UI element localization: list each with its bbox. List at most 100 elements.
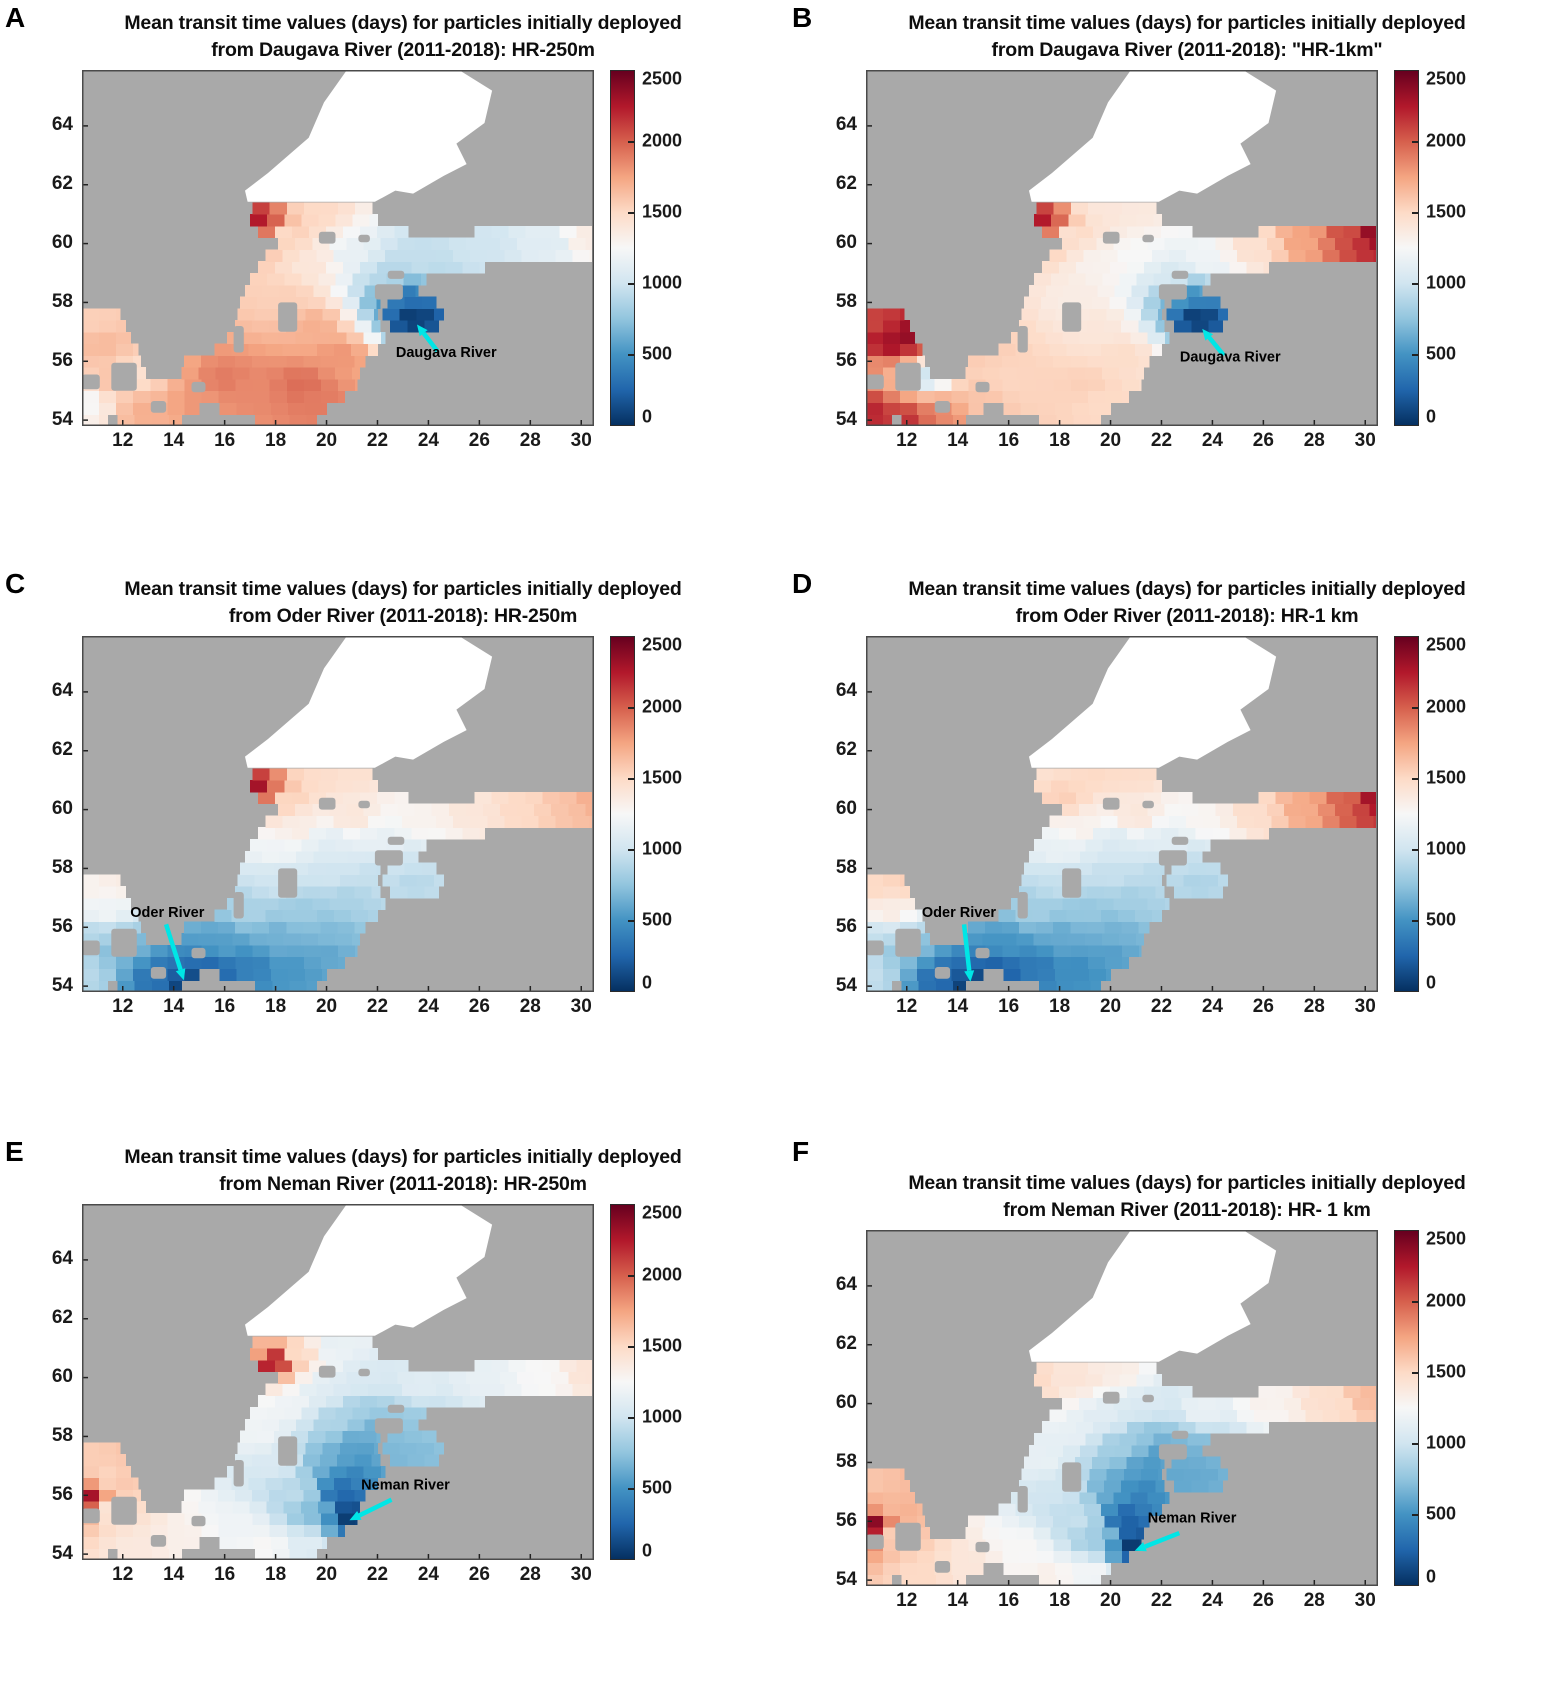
- colorbar-tick-label: 1000: [642, 272, 683, 293]
- river-annotation-arrowhead: [964, 969, 975, 982]
- plot-area: Neman River 12 14 16 18 20 22 24 26 28 30: [82, 1203, 594, 1590]
- panel-title-line1: Mean transit time values (days) for part…: [124, 578, 682, 600]
- colorbar-tick-mark: [1412, 849, 1418, 852]
- panel-title-line1: Mean transit time values (days) for part…: [908, 1172, 1466, 1194]
- colorbar-tick-label: 1500: [642, 767, 683, 788]
- y-tick-label: 58: [835, 1451, 857, 1473]
- y-tick-label: 54: [835, 1568, 857, 1590]
- x-tick-label: 22: [366, 995, 389, 1017]
- x-axis-tick-labels: 12 14 16 18 20 22 24 26 28 30: [866, 426, 1378, 456]
- colorbar-tick-mark: [1412, 140, 1418, 143]
- plot-area: Daugava River 12 14 16 18 20 22 24 26 28 30: [82, 69, 594, 456]
- baltic-map: Oder River: [82, 635, 594, 992]
- colorbar-tick-label: 1000: [1426, 272, 1467, 293]
- colorbar-tick-mark: [628, 1488, 634, 1491]
- panel-letter: A: [5, 2, 26, 33]
- panel-d: D Mean transit time values (days) for pa…: [784, 566, 1568, 1134]
- colorbar-tick-labels: 0 500 1000 1500 2000 2500: [640, 68, 704, 427]
- x-tick-label: 30: [1354, 995, 1376, 1017]
- x-axis-tick-labels: 12 14 16 18 20 22 24 26 28 30: [866, 992, 1378, 1022]
- x-axis-tick-labels: 12 14 16 18 20 22 24 26 28 30: [82, 426, 594, 456]
- x-tick-label: 16: [998, 429, 1020, 451]
- colorbar-tick-label: 2000: [642, 696, 683, 717]
- y-tick-label: 64: [835, 114, 857, 136]
- y-tick-label: 62: [51, 739, 73, 761]
- panel-c: C Mean transit time values (days) for pa…: [0, 566, 784, 1134]
- y-axis-tick-labels: 54 56 58 60 62 64: [814, 636, 866, 995]
- x-tick-label: 20: [315, 995, 338, 1017]
- river-annotation-label: Daugava River: [1180, 349, 1281, 365]
- y-tick-label: 54: [51, 974, 73, 996]
- islands: [82, 231, 405, 413]
- colorbar-tick-mark: [628, 354, 634, 357]
- y-tick-label: 60: [835, 798, 857, 820]
- no-data-sea-region: [245, 635, 493, 768]
- panel-e: E Mean transit time values (days) for pa…: [0, 1134, 784, 1702]
- x-tick-label: 16: [998, 1589, 1020, 1611]
- x-tick-label: 12: [896, 429, 918, 451]
- islands: [866, 1391, 1189, 1573]
- colorbar-tick-label: 500: [642, 909, 673, 930]
- x-tick-label: 18: [265, 1563, 287, 1585]
- colorbar-tick-label: 500: [642, 1477, 673, 1498]
- panel-title-line1: Mean transit time values (days) for part…: [908, 12, 1466, 34]
- x-tick-label: 20: [1099, 1589, 1122, 1611]
- panel-a: A Mean transit time values (days) for pa…: [0, 0, 784, 566]
- x-tick-label: 14: [163, 995, 185, 1017]
- colorbar: [1394, 1229, 1419, 1586]
- y-tick-label: 56: [835, 915, 857, 937]
- panel-title-line2: from Neman River (2011-2018): HR- 1 km: [1003, 1199, 1371, 1222]
- islands: [82, 1365, 405, 1547]
- y-tick-label: 62: [51, 1307, 73, 1329]
- panel-title-line2: from Daugava River (2011-2018): HR-250m: [211, 39, 595, 62]
- colorbar-tick-mark: [628, 849, 634, 852]
- y-tick-label: 56: [51, 349, 73, 371]
- y-tick-label: 64: [51, 114, 73, 136]
- river-annotation-label: Oder River: [922, 905, 996, 921]
- colorbar-tick-label: 2000: [642, 130, 683, 151]
- y-tick-label: 64: [835, 1274, 857, 1296]
- y-axis-tick-labels: 54 56 58 60 62 64: [30, 1204, 82, 1563]
- river-annotation-arrowhead: [1202, 328, 1214, 341]
- colorbar-tick-mark: [1412, 1514, 1418, 1517]
- panel-f: F Mean transit time values (days) for pa…: [784, 1134, 1568, 1702]
- x-tick-label: 28: [1303, 1589, 1325, 1611]
- x-tick-label: 26: [1252, 1589, 1274, 1611]
- panel-title-line1: Mean transit time values (days) for part…: [124, 12, 682, 34]
- baltic-map: Daugava River: [866, 69, 1378, 426]
- x-tick-label: 24: [1201, 995, 1223, 1017]
- x-tick-label: 12: [896, 995, 918, 1017]
- map-row: 54 56 58 60 62 64 Oder River 12 14 16 18 20 22 24 26…: [814, 634, 1568, 1022]
- x-tick-label: 26: [1252, 429, 1274, 451]
- y-axis-tick-labels: 54 56 58 60 62 64: [814, 1230, 866, 1589]
- y-tick-label: 60: [835, 232, 857, 254]
- panel-letter: D: [792, 568, 813, 599]
- colorbar-tick-label: 1000: [1426, 1432, 1467, 1453]
- y-tick-label: 62: [51, 173, 73, 195]
- panel-title-line1: Mean transit time values (days) for part…: [908, 578, 1466, 600]
- y-tick-label: 60: [51, 232, 73, 254]
- river-annotation-label: Oder River: [130, 905, 204, 921]
- x-tick-label: 24: [417, 1563, 439, 1585]
- x-tick-label: 22: [1150, 429, 1173, 451]
- map-row: 54 56 58 60 62 64 Daugava River 12 14 16 18 20 22 2…: [814, 68, 1568, 456]
- panel-title-line2: from Oder River (2011-2018): HR-250m: [228, 605, 578, 628]
- colorbar-tick-label: 0: [642, 406, 653, 427]
- colorbar-tick-label: 1000: [1426, 838, 1467, 859]
- colorbar-tick-label: 1500: [1426, 1361, 1467, 1382]
- x-tick-label: 22: [366, 1563, 389, 1585]
- colorbar-tick-label: 2500: [642, 634, 683, 655]
- plot-area: Daugava River 12 14 16 18 20 22 24 26 28 30: [866, 69, 1378, 456]
- colorbar-tick-label: 2000: [642, 1264, 683, 1285]
- y-tick-label: 60: [835, 1392, 857, 1414]
- x-tick-label: 20: [1099, 429, 1122, 451]
- colorbar-tick-labels: 0 500 1000 1500 2000 2500: [1424, 634, 1488, 992]
- colorbar-tick-label: 2500: [642, 1202, 683, 1223]
- colorbar-tick-mark: [628, 920, 634, 923]
- river-annotation-arrow: [358, 1497, 393, 1518]
- x-tick-label: 20: [315, 1563, 338, 1585]
- colorbar-tick-label: 500: [1426, 909, 1457, 930]
- y-tick-label: 62: [835, 739, 857, 761]
- no-data-sea-region: [1029, 1229, 1277, 1362]
